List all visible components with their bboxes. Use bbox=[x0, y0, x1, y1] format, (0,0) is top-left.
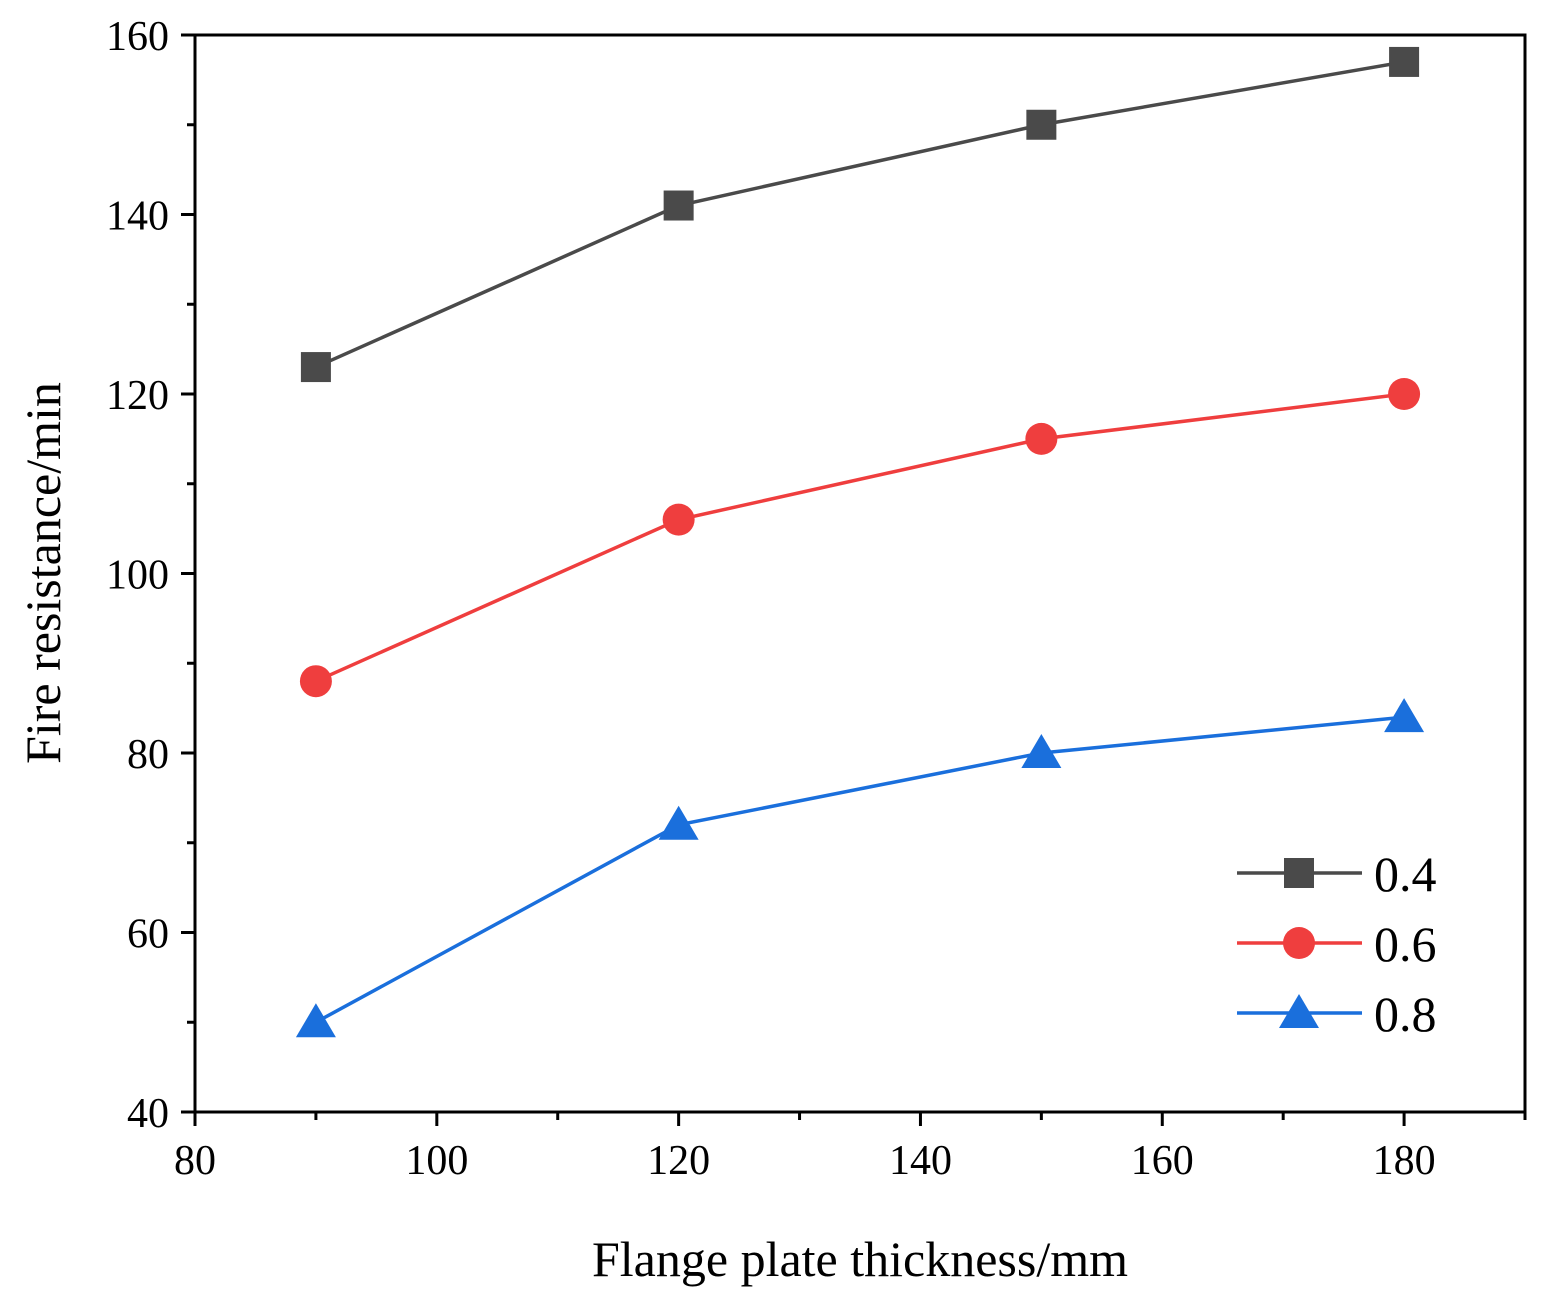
data-point-0.6-180 bbox=[1388, 378, 1421, 410]
y-tick-label: 120 bbox=[106, 373, 169, 419]
data-point-0.6-150 bbox=[1025, 422, 1058, 455]
legend-label: 0.8 bbox=[1374, 986, 1437, 1042]
x-tick-label: 120 bbox=[647, 1138, 710, 1184]
x-tick-label: 160 bbox=[1131, 1138, 1194, 1184]
legend-item-0.8: 0.8 bbox=[1237, 986, 1437, 1042]
x-tick-label: 100 bbox=[405, 1138, 468, 1184]
x-tick-label: 140 bbox=[889, 1138, 952, 1184]
y-tick-label: 160 bbox=[106, 14, 169, 60]
data-point-0.6-120 bbox=[662, 503, 695, 536]
y-tick-label: 40 bbox=[127, 1091, 169, 1137]
series-layer bbox=[295, 46, 1425, 1038]
y-tick-label: 80 bbox=[127, 732, 169, 778]
series-0.6 bbox=[299, 378, 1421, 698]
y-tick-label: 140 bbox=[106, 194, 169, 240]
legend-label: 0.6 bbox=[1374, 916, 1437, 972]
series-0.8 bbox=[295, 698, 1425, 1038]
data-point-0.8-150 bbox=[1021, 734, 1062, 768]
data-point-0.4-90 bbox=[300, 352, 331, 383]
x-tick-label: 180 bbox=[1373, 1138, 1436, 1184]
series-0.4 bbox=[300, 46, 1420, 383]
y-tick-label: 60 bbox=[127, 912, 169, 958]
legend-marker-triangle bbox=[1279, 994, 1319, 1028]
axes-layer: 80 100 120 140 160 180 40 60 80 100 120 140 160 bbox=[106, 14, 1527, 1184]
legend-item-0.4: 0.4 bbox=[1237, 846, 1437, 902]
series-line-0.6 bbox=[315, 392, 1405, 683]
data-point-0.8-180 bbox=[1384, 698, 1425, 733]
data-point-0.8-90 bbox=[295, 1003, 336, 1038]
y-tick-label: 100 bbox=[106, 553, 169, 599]
x-tick-label: 80 bbox=[174, 1138, 216, 1184]
legend-marker-square bbox=[1284, 858, 1314, 888]
series-line-0.4 bbox=[315, 60, 1405, 369]
legend: 0.4 0.6 0.8 bbox=[1237, 846, 1437, 1042]
legend-marker-circle bbox=[1283, 927, 1315, 959]
legend-label: 0.4 bbox=[1374, 846, 1437, 902]
y-axis-title: Fire resistance/min bbox=[15, 382, 71, 764]
data-point-0.8-120 bbox=[658, 805, 699, 840]
data-point-0.4-120 bbox=[663, 190, 694, 221]
data-point-0.6-90 bbox=[299, 665, 332, 698]
data-point-0.4-180 bbox=[1389, 46, 1420, 77]
x-axis-title: Flange plate thickness/mm bbox=[592, 1231, 1128, 1287]
legend-item-0.6: 0.6 bbox=[1237, 916, 1437, 972]
data-point-0.4-150 bbox=[1026, 109, 1057, 140]
series-line-0.8 bbox=[315, 715, 1405, 1024]
